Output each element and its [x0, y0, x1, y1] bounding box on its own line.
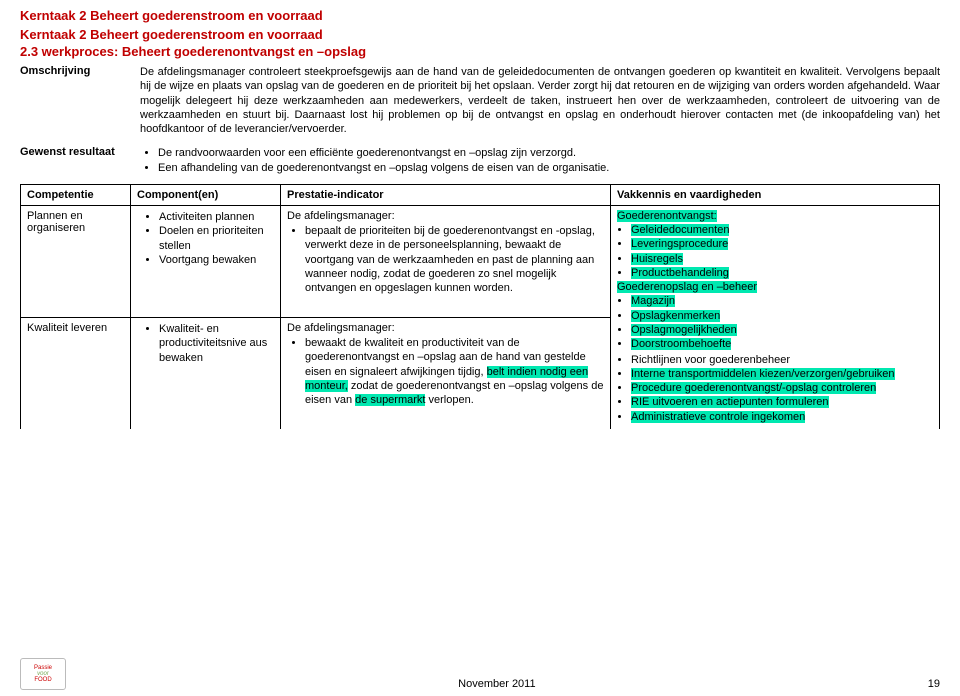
presta-item: bepaalt de prioriteiten bij de goedereno…	[305, 224, 604, 295]
presta-lead: De afdelingsmanager:	[287, 210, 604, 222]
logo-line3: FOOD	[34, 677, 51, 683]
vak-item: Huisregels	[631, 252, 933, 266]
footer-date: November 2011	[458, 678, 535, 690]
vak-item: Procedure goederenontvangst/-opslag cont…	[631, 381, 933, 395]
vak-item: Opslagmogelijkheden	[631, 323, 933, 337]
vak-item: Productbehandeling	[631, 266, 933, 280]
gewenst-item: De randvoorwaarden voor een efficiënte g…	[158, 146, 940, 161]
th-prestatie: Prestatie-indicator	[281, 185, 611, 206]
vak-item: Interne transportmiddelen kiezen/verzorg…	[631, 367, 933, 381]
vak-item: Magazijn	[631, 294, 933, 308]
vak-item: Administratieve controle ingekomen	[631, 410, 933, 424]
logo: Passie voor FOOD	[20, 658, 66, 690]
cell-competentie-1: Plannen en organiseren	[21, 206, 131, 318]
footer: Passie voor FOOD November 2011 19	[0, 658, 960, 690]
omschrijving-row: Omschrijving De afdelingsmanager control…	[20, 65, 940, 136]
gewenst-list: De randvoorwaarden voor een efficiënte g…	[140, 146, 940, 176]
cell-componenten-1: Activiteiten plannen Doelen en prioritei…	[131, 206, 281, 318]
cell-vakkennis: Goederenontvangst: Geleidedocumenten Lev…	[611, 206, 940, 429]
cell-prestatie-1: De afdelingsmanager: bepaalt de priorite…	[281, 206, 611, 318]
vak-group-title: Goederenopslag en –beheer	[617, 281, 933, 293]
component-item: Kwaliteit- en productiviteitsnive aus be…	[159, 322, 274, 365]
header-line3: 2.3 werkproces: Beheert goederenontvangs…	[20, 44, 940, 59]
omschrijving-text: De afdelingsmanager controleert steekpro…	[140, 65, 940, 136]
gewenst-label: Gewenst resultaat	[20, 146, 140, 158]
header-line1: Kerntaak 2 Beheert goederenstroom en voo…	[20, 8, 940, 23]
th-componenten: Component(en)	[131, 185, 281, 206]
vak-group-title: Goederenontvangst:	[617, 210, 933, 222]
th-vakkennis: Vakkennis en vaardigheden	[611, 185, 940, 206]
vak-item: Doorstroombehoefte	[631, 337, 933, 351]
vak-item: Opslagkenmerken	[631, 309, 933, 323]
cell-prestatie-2: De afdelingsmanager: bewaakt de kwalitei…	[281, 318, 611, 429]
footer-page: 19	[928, 678, 940, 690]
gewenst-item: Een afhandeling van de goederenontvangst…	[158, 161, 940, 176]
competentie-table: Competentie Component(en) Prestatie-indi…	[20, 184, 940, 429]
vak-item: Richtlijnen voor goederenbeheer	[631, 353, 933, 367]
vak-item: Geleidedocumenten	[631, 223, 933, 237]
cell-componenten-2: Kwaliteit- en productiviteitsnive aus be…	[131, 318, 281, 429]
omschrijving-label: Omschrijving	[20, 65, 140, 136]
cell-competentie-2: Kwaliteit leveren	[21, 318, 131, 429]
component-item: Activiteiten plannen	[159, 210, 274, 224]
presta-item: bewaakt de kwaliteit en productiviteit v…	[305, 336, 604, 407]
presta-lead: De afdelingsmanager:	[287, 322, 604, 334]
gewenst-row: Gewenst resultaat De randvoorwaarden voo…	[20, 146, 940, 176]
component-item: Voortgang bewaken	[159, 253, 274, 267]
vak-item: RIE uitvoeren en actiepunten formuleren	[631, 395, 933, 409]
vak-item: Leveringsprocedure	[631, 237, 933, 251]
th-competentie: Competentie	[21, 185, 131, 206]
header-line2: Kerntaak 2 Beheert goederenstroom en voo…	[20, 27, 940, 42]
component-item: Doelen en prioriteiten stellen	[159, 224, 274, 253]
